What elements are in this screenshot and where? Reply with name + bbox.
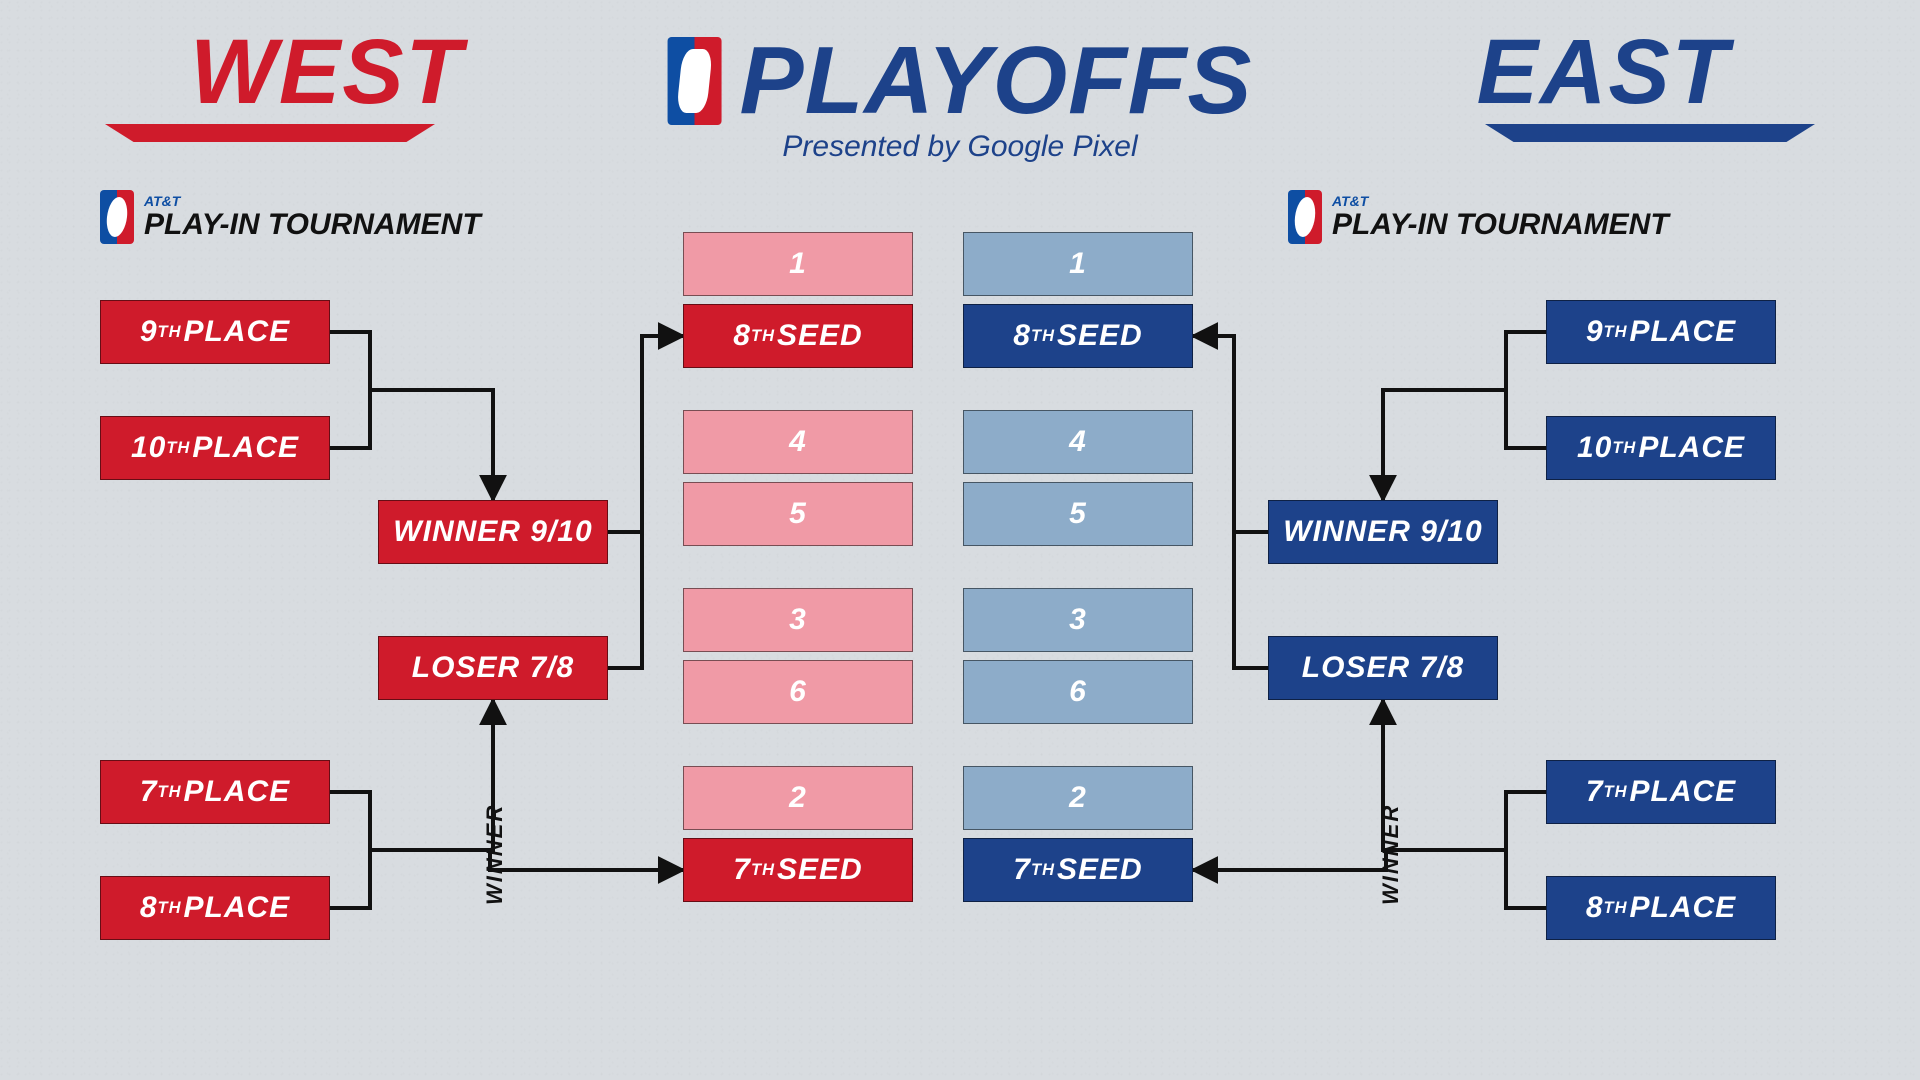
west-loser-7-8: LOSER 7/8	[378, 636, 608, 700]
winner-label-east: WINNER	[1378, 804, 1404, 905]
west-seed-5: 6	[683, 660, 913, 724]
west-7th-place: 7TH PLACE	[100, 760, 330, 824]
west-playin-label: AT&T PLAY-IN TOURNAMENT	[100, 190, 481, 244]
east-8th-place: 8TH PLACE	[1546, 876, 1776, 940]
west-seed-1: 8TH SEED	[683, 304, 913, 368]
west-seed-7: 7TH SEED	[683, 838, 913, 902]
east-winner-9-10: WINNER 9/10	[1268, 500, 1498, 564]
west-8th-place: 8TH PLACE	[100, 876, 330, 940]
nba-logo-icon	[100, 190, 134, 244]
nba-logo-icon	[668, 37, 722, 125]
west-seed-0: 1	[683, 232, 913, 296]
west-underline	[105, 124, 435, 142]
east-title: EAST	[1477, 20, 1730, 125]
east-seed-5: 6	[963, 660, 1193, 724]
west-9th-place: 9TH PLACE	[100, 300, 330, 364]
east-10th-place: 10TH PLACE	[1546, 416, 1776, 480]
west-seed-2: 4	[683, 410, 913, 474]
playoffs-title: PLAYOFFS	[740, 26, 1253, 136]
east-seed-2: 4	[963, 410, 1193, 474]
nba-logo-icon	[1288, 190, 1322, 244]
west-seed-4: 3	[683, 588, 913, 652]
winner-label-west: WINNER	[482, 804, 508, 905]
header: PLAYOFFS Presented by Google Pixel	[668, 26, 1253, 164]
west-seed-3: 5	[683, 482, 913, 546]
west-winner-9-10: WINNER 9/10	[378, 500, 608, 564]
west-title: WEST	[190, 20, 464, 125]
east-seed-6: 2	[963, 766, 1193, 830]
east-playin-label: AT&T PLAY-IN TOURNAMENT	[1288, 190, 1669, 244]
east-seed-1: 8TH SEED	[963, 304, 1193, 368]
east-7th-place: 7TH PLACE	[1546, 760, 1776, 824]
east-9th-place: 9TH PLACE	[1546, 300, 1776, 364]
west-seed-6: 2	[683, 766, 913, 830]
east-seed-7: 7TH SEED	[963, 838, 1193, 902]
east-seed-4: 3	[963, 588, 1193, 652]
east-seed-0: 1	[963, 232, 1193, 296]
west-10th-place: 10TH PLACE	[100, 416, 330, 480]
east-seed-3: 5	[963, 482, 1193, 546]
east-underline	[1485, 124, 1815, 142]
east-loser-7-8: LOSER 7/8	[1268, 636, 1498, 700]
